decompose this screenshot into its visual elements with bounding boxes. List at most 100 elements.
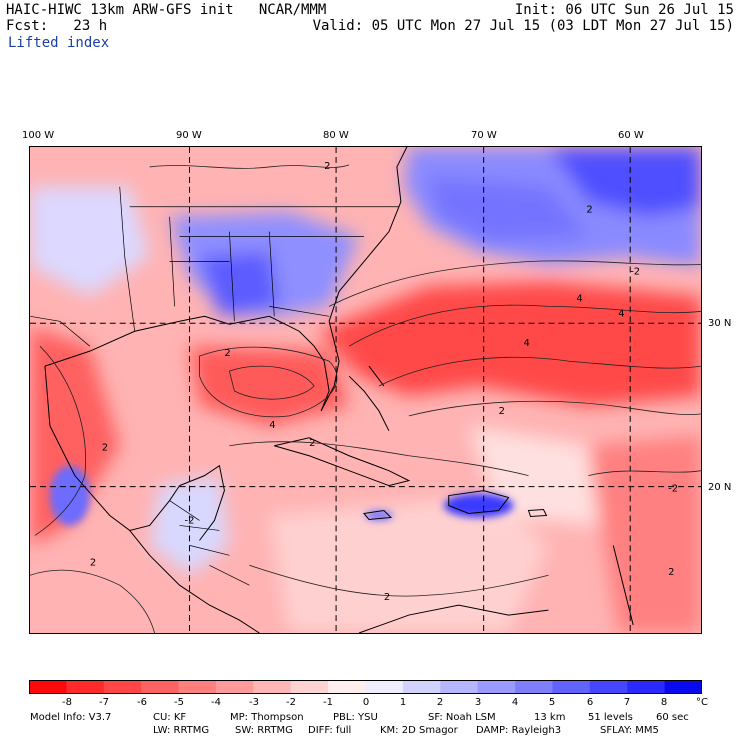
contour-label: 2 [384, 592, 390, 603]
contour-label: -2 [668, 484, 678, 495]
lon-label-60w: 60 W [618, 130, 644, 141]
stable-spot-hispaniola [443, 493, 514, 518]
valid-time: Valid: 05 UTC Mon 27 Jul 15 (03 LDT Mon … [312, 18, 734, 34]
legend-swatch [440, 680, 479, 694]
border-central-america [169, 500, 250, 586]
legend-swatch [477, 680, 516, 694]
forecast-hour: Fcst: 23 h [6, 18, 108, 34]
contour-label: 2 [224, 348, 230, 359]
legend-swatch [365, 680, 404, 694]
legend-tick: -2 [286, 697, 296, 708]
legend-swatch [552, 680, 591, 694]
model-info-resolution: 13 km [534, 712, 566, 723]
coastline-yucatan [179, 464, 225, 541]
model-info-km: KM: 2D Smagor [380, 725, 458, 736]
contour-se [588, 470, 701, 477]
legend-swatch [664, 680, 702, 694]
lon-label-80w: 80 W [323, 130, 349, 141]
legend-tick: -1 [323, 697, 333, 708]
lon-label-70w: 70 W [471, 130, 497, 141]
legend-tick: -4 [211, 697, 221, 708]
contour-label: 2 [499, 406, 505, 417]
legend-tick: -6 [137, 697, 147, 708]
border-states-1 [119, 186, 399, 332]
contour-label: 2 [90, 557, 96, 568]
contour-label: -2 [630, 266, 640, 277]
model-info-damp: DAMP: Rayleigh3 [476, 725, 562, 736]
coastline-us-east [328, 147, 408, 322]
field-name: Lifted index [8, 35, 110, 51]
contour-minus4-b [378, 356, 701, 387]
model-info-sw: SW: RRTMG [235, 725, 293, 736]
contour-gulf-a [199, 346, 338, 418]
legend-swatch [290, 680, 329, 694]
coastline-lesser-antilles [612, 545, 634, 626]
legend-tick: 7 [623, 697, 631, 708]
contour-label: 4 [269, 420, 275, 431]
unstable-region-gulf [189, 346, 350, 426]
neutral-region-caribbean [269, 495, 549, 633]
contour-label: 2 [586, 205, 592, 216]
contour-mexico [34, 345, 86, 536]
contour-minus2-b [408, 400, 701, 417]
model-info-lw: LW: RRTMG [153, 725, 210, 736]
legend-tick: 1 [399, 697, 407, 708]
legend-tick: 4 [511, 697, 519, 708]
legend-tick: -5 [174, 697, 184, 708]
contour-label: 2 [309, 438, 315, 449]
contour-caribbean-a [229, 441, 529, 477]
legend-swatch [103, 680, 142, 694]
contour-minus2-a [328, 260, 701, 307]
unstable-band-atlantic [319, 281, 701, 406]
contour-label: 4 [618, 308, 624, 319]
model-info-sf: SF: Noah LSM [428, 712, 496, 723]
contour-sw [30, 569, 156, 633]
model-info-sflay: SFLAY: MM5 [600, 725, 659, 736]
legend-tick: -7 [99, 697, 109, 708]
coastline-puerto-rico [527, 508, 548, 518]
legend-tick: 0 [362, 697, 370, 708]
legend-swatch [515, 680, 553, 694]
lifted-index-map: 2 2 4 -2 2 4 2 4 2 4 2 -2 -2 2 2 2 [29, 146, 702, 634]
unstable-region-east-caribbean [588, 435, 701, 633]
legend-tick: -8 [62, 697, 72, 708]
light-region-northwest [30, 186, 150, 297]
model-info-cu: CU: KF [153, 712, 187, 723]
legend-swatch [66, 680, 105, 694]
contour-label: 4 [524, 338, 530, 349]
coastline-central-america [129, 530, 260, 633]
legend-tick: 5 [548, 697, 556, 708]
stable-region-atlantic-core [548, 147, 701, 217]
model-info-pbl: PBL: YSU [333, 712, 378, 723]
contour-label: 2 [668, 567, 674, 578]
legend-tick: -3 [249, 697, 259, 708]
lat-label-20n: 20 N [708, 482, 732, 493]
border-mexico-us [30, 315, 91, 347]
legend-swatch [589, 680, 628, 694]
stable-spot-mexico-gulf [49, 465, 90, 526]
contour-label: 4 [576, 293, 582, 304]
legend-swatch [627, 680, 666, 694]
lon-label-90w: 90 W [176, 130, 202, 141]
contour-minus4-a [348, 304, 701, 347]
contour-caribbean-b [249, 564, 549, 597]
legend-tick: 3 [474, 697, 482, 708]
contour-label: -2 [185, 515, 195, 526]
coastline-south-america [358, 604, 549, 633]
legend-colorbar [29, 680, 702, 694]
contour-label: 2 [102, 443, 108, 454]
stable-region-mississippi [199, 251, 280, 317]
model-info-diff: DIFF: full [308, 725, 352, 736]
model-info-mp: MP: Thompson [230, 712, 304, 723]
legend-border [29, 680, 702, 694]
init-time: Init: 06 UTC Sun 26 Jul 15 [514, 2, 734, 18]
legend-tick: 8 [660, 697, 668, 708]
legend-swatch [215, 680, 254, 694]
coastline-mexico [44, 366, 180, 531]
plot-title: HAIC-HIWC 13km ARW-GFS init NCAR/MMM [6, 2, 327, 18]
lon-label-100w: 100 W [22, 130, 55, 141]
model-info-timestep: 60 sec [656, 712, 689, 723]
legend-swatch [141, 680, 180, 694]
coastline-bahamas [348, 365, 390, 432]
legend-swatch [328, 680, 366, 694]
